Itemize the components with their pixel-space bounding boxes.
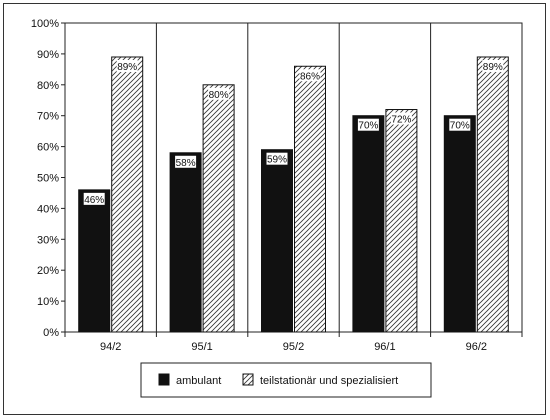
legend-label: teilstationär und spezialisiert xyxy=(260,375,398,387)
x-tick-label: 96/2 xyxy=(466,341,487,353)
bar-teilstationaer xyxy=(385,109,418,333)
bar-ambulant xyxy=(443,115,476,333)
y-tick-label: 20% xyxy=(37,265,59,277)
data-label-box xyxy=(390,112,412,125)
y-tick-label: 30% xyxy=(37,234,59,246)
data-label: 89% xyxy=(117,62,137,73)
data-label-box xyxy=(208,87,230,100)
bar-teilstationaer xyxy=(111,56,144,333)
y-tick-label: 70% xyxy=(37,111,59,123)
data-label-box xyxy=(83,192,105,205)
data-label: 89% xyxy=(483,62,503,73)
y-tick-label: 40% xyxy=(37,203,59,215)
bar-chart: 0% 10% 20% 30% 40% 50% 60% 70% 80% 90% 100% 94/2 95/… xyxy=(31,18,523,398)
data-label-box xyxy=(357,118,379,131)
data-label-box xyxy=(449,118,471,131)
legend-swatch xyxy=(242,373,254,386)
y-tick-label: 0% xyxy=(43,327,59,339)
legend-swatch xyxy=(158,373,170,386)
bar-teilstationaer xyxy=(476,56,509,333)
bar-teilstationaer xyxy=(202,84,235,333)
data-label: 46% xyxy=(84,195,104,206)
bar-ambulant xyxy=(261,149,293,333)
x-tick-label: 94/2 xyxy=(100,341,121,353)
data-label: 70% xyxy=(358,121,378,132)
data-label-box xyxy=(175,155,197,168)
y-tick-label: 100% xyxy=(31,18,59,30)
legend-label: ambulant xyxy=(176,375,221,387)
chart-frame: 0% 10% 20% 30% 40% 50% 60% 70% 80% 90% 100% 94/2 95/… xyxy=(3,3,546,415)
data-label: 86% xyxy=(300,71,320,82)
y-tick-label: 80% xyxy=(37,80,59,92)
data-label-box xyxy=(266,152,288,165)
data-label-box xyxy=(299,69,321,82)
bar-ambulant xyxy=(169,152,202,333)
bar-ambulant xyxy=(352,115,385,333)
legend-box xyxy=(140,362,432,398)
data-label: 70% xyxy=(450,121,470,132)
data-label: 80% xyxy=(209,90,229,101)
x-tick-label: 95/1 xyxy=(191,341,212,353)
data-label: 72% xyxy=(391,115,411,126)
data-label-box xyxy=(482,59,504,72)
bar-teilstationaer xyxy=(294,65,326,333)
data-label-box xyxy=(116,59,138,72)
y-tick-label: 50% xyxy=(37,173,59,185)
bar-ambulant xyxy=(78,189,111,333)
y-tick-label: 90% xyxy=(37,49,59,61)
x-tick-label: 95/2 xyxy=(283,341,304,353)
data-label: 59% xyxy=(267,155,287,166)
x-tick-label: 96/1 xyxy=(374,341,395,353)
y-tick-label: 10% xyxy=(37,296,59,308)
y-tick-label: 60% xyxy=(37,142,59,154)
data-label: 58% xyxy=(176,158,196,169)
